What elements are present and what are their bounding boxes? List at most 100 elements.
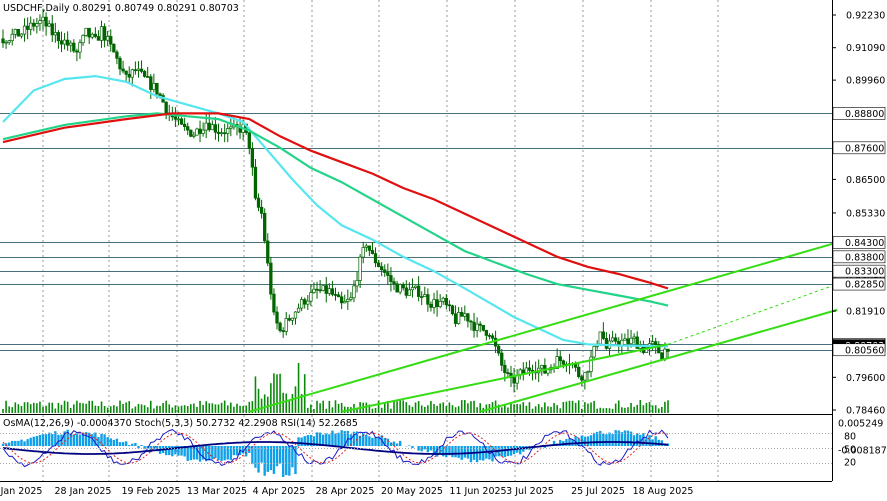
candle-body bbox=[524, 367, 529, 374]
ma-slow-line bbox=[2, 112, 669, 290]
osma-bar bbox=[358, 435, 362, 446]
osma-bar bbox=[38, 434, 42, 446]
volume-bar bbox=[236, 403, 238, 413]
candle-body bbox=[540, 364, 544, 369]
candle-body bbox=[226, 128, 230, 134]
volume-bar bbox=[402, 400, 405, 413]
osc-tick-label: -0.008187 bbox=[838, 446, 887, 457]
candle-body bbox=[213, 124, 218, 133]
osma-bar bbox=[84, 432, 88, 446]
volume-bar bbox=[220, 402, 223, 413]
candle-body bbox=[450, 305, 455, 315]
volume-bar bbox=[396, 401, 398, 413]
volume-bar bbox=[445, 405, 448, 413]
candlesticks bbox=[1, 8, 670, 393]
candle-body bbox=[173, 116, 178, 120]
candle-body bbox=[614, 337, 618, 342]
osma-bar bbox=[20, 439, 23, 446]
candle-body bbox=[416, 285, 421, 297]
candle-body bbox=[7, 40, 11, 43]
osma-bar bbox=[146, 446, 149, 449]
volume-bar bbox=[562, 402, 565, 413]
candle-body bbox=[189, 129, 193, 137]
candle-body bbox=[272, 293, 276, 313]
osma-bar bbox=[297, 437, 300, 446]
volume-bar bbox=[82, 403, 84, 413]
candle-body bbox=[41, 16, 45, 22]
volume-bar bbox=[614, 403, 617, 413]
symbol-info: USDCHF,Daily 0.80291 0.80749 0.80291 0.8… bbox=[3, 3, 239, 14]
osma-bar bbox=[186, 446, 189, 461]
osma-bar bbox=[509, 446, 513, 456]
candle-body bbox=[460, 311, 464, 317]
osma-bar bbox=[463, 446, 467, 458]
volume-bar bbox=[310, 404, 312, 413]
osma-bar bbox=[328, 434, 331, 446]
volume-bar bbox=[17, 404, 20, 413]
volume-bar bbox=[306, 407, 309, 413]
volume-bar bbox=[165, 400, 167, 413]
candle-body bbox=[429, 303, 433, 308]
volume-bar bbox=[193, 403, 195, 413]
volume-bar bbox=[383, 402, 386, 413]
volume-bar bbox=[211, 403, 214, 413]
candle-body bbox=[441, 297, 445, 302]
volume-bar bbox=[602, 408, 605, 413]
volume-bar bbox=[544, 402, 546, 413]
candle-body bbox=[278, 322, 282, 331]
date-tick-label: 28 Jan 2025 bbox=[55, 486, 112, 497]
volume-bar bbox=[257, 388, 260, 413]
price-tick-label: 0.92230 bbox=[846, 11, 885, 22]
candle-body bbox=[269, 262, 273, 295]
candle-body bbox=[497, 345, 501, 354]
candle-body bbox=[583, 372, 587, 381]
osma-bar bbox=[343, 431, 346, 446]
candle-body bbox=[109, 36, 113, 45]
osma-bar bbox=[124, 441, 128, 446]
candle-body bbox=[487, 335, 492, 337]
candle-body bbox=[398, 284, 402, 293]
time-gridlines bbox=[42, 0, 719, 481]
volume-bar bbox=[423, 406, 426, 413]
date-tick-label: 28 Apr 2025 bbox=[316, 486, 375, 497]
volume-bar bbox=[146, 407, 149, 413]
level-label-box bbox=[832, 250, 886, 264]
volume-bar bbox=[270, 383, 272, 413]
candle-body bbox=[312, 288, 316, 293]
candle-body bbox=[472, 321, 476, 331]
volume-bar bbox=[183, 405, 186, 413]
volume-bar bbox=[467, 403, 469, 413]
volume-bar bbox=[390, 408, 392, 413]
price-level-labels: 0.88800 0.87600 0.84300 0.83800 0.83300 0.828… bbox=[832, 107, 886, 357]
osma-bar bbox=[7, 442, 11, 446]
volume-bar bbox=[522, 402, 525, 413]
price-tick-label: 0.89960 bbox=[846, 76, 885, 87]
oscillator-subwindow bbox=[0, 414, 832, 477]
volume-bar bbox=[387, 400, 389, 413]
candle-body bbox=[512, 377, 516, 384]
candle-body bbox=[93, 33, 98, 37]
osma-bar bbox=[241, 446, 245, 454]
candle-body bbox=[413, 285, 418, 288]
candle-body bbox=[32, 22, 36, 27]
candle-body bbox=[444, 297, 448, 306]
osma-bar bbox=[266, 446, 269, 472]
trend-channel[interactable] bbox=[249, 241, 838, 413]
candle-body bbox=[72, 42, 76, 52]
osma-bar bbox=[69, 433, 72, 446]
osma-bar bbox=[617, 430, 620, 446]
candle-body bbox=[484, 330, 489, 336]
volume-bar bbox=[627, 407, 629, 413]
volume-bar bbox=[417, 401, 420, 413]
volume-bar bbox=[621, 407, 623, 413]
volume-bar bbox=[568, 400, 571, 413]
osma-bar bbox=[235, 446, 239, 456]
candle-body bbox=[373, 253, 378, 264]
volume-bar bbox=[251, 401, 254, 413]
volume-bar bbox=[322, 400, 324, 413]
date-tick-label: 18 Aug 2025 bbox=[633, 486, 694, 497]
candle-body bbox=[204, 122, 208, 131]
level-label-box bbox=[832, 343, 886, 357]
